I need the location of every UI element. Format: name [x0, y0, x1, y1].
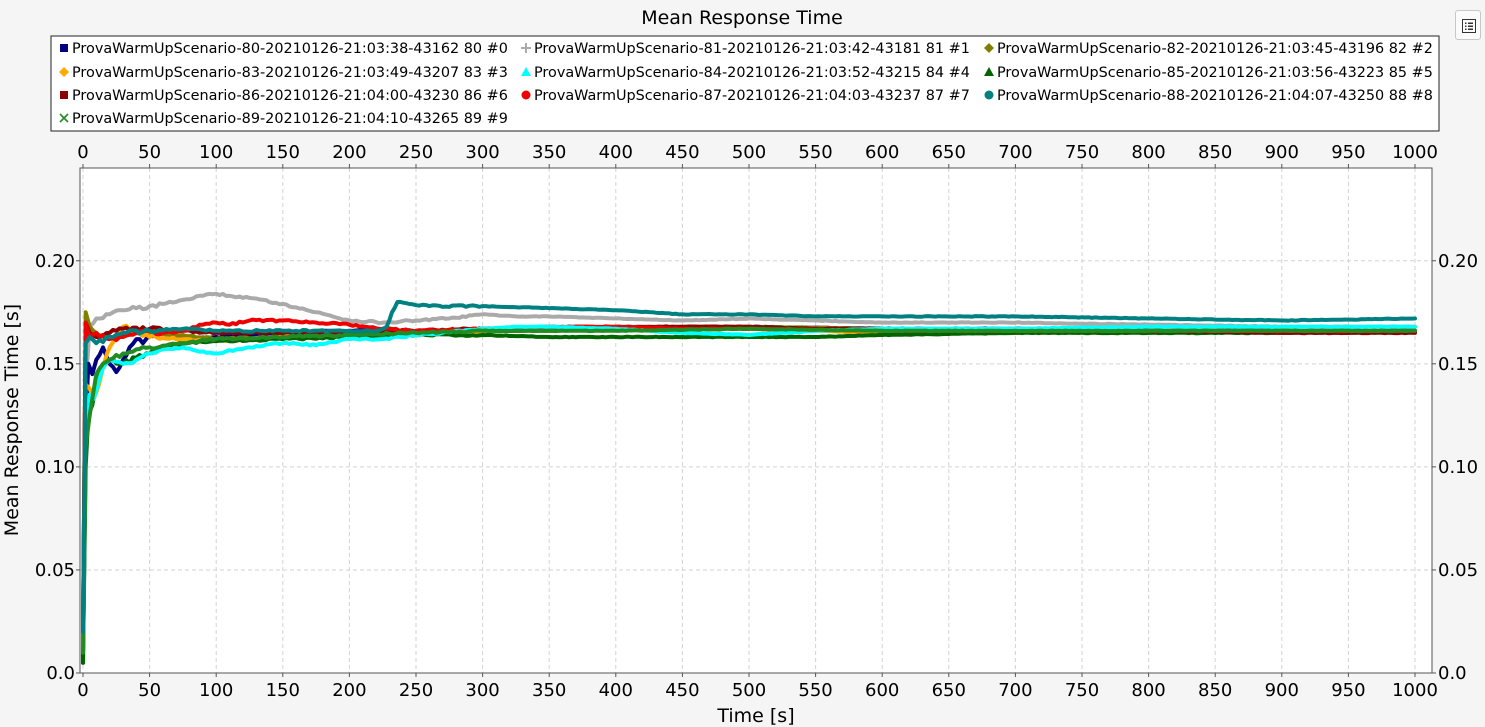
x-top-tick-label: 200	[332, 142, 366, 163]
list-icon	[1462, 19, 1476, 33]
legend-marker	[521, 90, 531, 100]
x-tick-label: 800	[1131, 680, 1165, 701]
x-top-tick-label: 1000	[1392, 142, 1438, 163]
legend-entry-label: ProvaWarmUpScenario-85-20210126-21:03:56…	[997, 65, 1433, 81]
y-tick-label: 0.05	[35, 560, 75, 581]
legend-box	[50, 35, 1440, 132]
x-tick-label: 300	[465, 680, 499, 701]
axes: 0 0 50 50 100 100 150 150 200 200 250 250 300 300 350 3…	[35, 142, 1478, 701]
x-top-tick-label: 800	[1131, 142, 1165, 163]
x-top-tick-label: 700	[998, 142, 1032, 163]
legend-entry-label: ProvaWarmUpScenario-84-20210126-21:03:52…	[534, 65, 970, 81]
y-tick-label: 0.15	[35, 354, 75, 375]
legend-entry-label: ProvaWarmUpScenario-89-20210126-21:04:10…	[72, 111, 508, 127]
x-tick-label: 550	[798, 680, 832, 701]
legend-entry-label: ProvaWarmUpScenario-87-20210126-21:04:03…	[534, 88, 970, 104]
series-lines	[81, 291, 1417, 665]
x-top-tick-label: 750	[1065, 142, 1099, 163]
x-tick-label: 750	[1065, 680, 1099, 701]
x-tick-label: 700	[998, 680, 1032, 701]
x-top-tick-label: 450	[665, 142, 699, 163]
series-line	[81, 299, 1417, 634]
legend-entry-label: ProvaWarmUpScenario-80-20210126-21:03:38…	[72, 41, 508, 57]
legend-marker	[521, 43, 531, 53]
legend-entry-label: ProvaWarmUpScenario-86-20210126-21:04:00…	[72, 88, 508, 104]
x-tick-label: 450	[665, 680, 699, 701]
legend-marker	[521, 67, 531, 76]
x-tick-label: 500	[732, 680, 766, 701]
y-tick-label: 0.20	[35, 251, 75, 272]
chart-legend: ProvaWarmUpScenario-80-20210126-21:03:38…	[50, 35, 1440, 132]
legend-marker	[984, 43, 994, 53]
x-top-tick-label: 300	[465, 142, 499, 163]
x-top-tick-label: 600	[865, 142, 899, 163]
y-right-tick-label: 0.10	[1438, 457, 1478, 478]
x-tick-label: 350	[532, 680, 566, 701]
chart-title: Mean Response Time	[641, 7, 843, 29]
legend-entry-label: ProvaWarmUpScenario-83-20210126-21:03:49…	[72, 65, 508, 81]
x-top-tick-label: 150	[266, 142, 300, 163]
y-tick-label: 0.0	[46, 663, 75, 684]
x-tick-label: 650	[932, 680, 966, 701]
x-top-tick-label: 950	[1331, 142, 1365, 163]
series-line	[81, 326, 1417, 655]
x-tick-label: 950	[1331, 680, 1365, 701]
y-right-tick-label: 0.0	[1438, 663, 1467, 684]
x-top-tick-label: 100	[199, 142, 233, 163]
x-top-tick-label: 50	[138, 142, 161, 163]
y-right-tick-label: 0.20	[1438, 251, 1478, 272]
legend-marker	[60, 91, 68, 99]
x-tick-label: 600	[865, 680, 899, 701]
legend-marker	[984, 90, 994, 100]
y-tick-label: 0.10	[35, 457, 75, 478]
x-top-tick-label: 500	[732, 142, 766, 163]
x-top-tick-label: 0	[77, 142, 88, 163]
legend-marker	[59, 67, 69, 77]
legend-entry-label: ProvaWarmUpScenario-82-20210126-21:03:45…	[997, 41, 1433, 57]
x-top-tick-label: 850	[1198, 142, 1232, 163]
x-tick-label: 1000	[1392, 680, 1438, 701]
x-tick-label: 100	[199, 680, 233, 701]
x-top-tick-label: 350	[532, 142, 566, 163]
plot-area	[80, 168, 1432, 673]
x-top-tick-label: 550	[798, 142, 832, 163]
legend-marker	[59, 113, 69, 123]
legend-marker	[60, 44, 68, 52]
x-tick-label: 150	[266, 680, 300, 701]
chart-menu-button[interactable]	[1455, 10, 1481, 40]
x-top-tick-label: 400	[599, 142, 633, 163]
x-tick-label: 0	[77, 680, 88, 701]
x-top-tick-label: 250	[399, 142, 433, 163]
y-right-tick-label: 0.15	[1438, 354, 1478, 375]
x-tick-label: 850	[1198, 680, 1232, 701]
x-tick-label: 50	[138, 680, 161, 701]
y-axis-label: Mean Response Time [s]	[1, 304, 23, 536]
x-axis-label: Time [s]	[716, 705, 794, 727]
x-tick-label: 900	[1265, 680, 1299, 701]
legend-entry-label: ProvaWarmUpScenario-88-20210126-21:04:07…	[997, 88, 1433, 104]
x-tick-label: 200	[332, 680, 366, 701]
y-right-tick-label: 0.05	[1438, 560, 1478, 581]
x-top-tick-label: 650	[932, 142, 966, 163]
x-tick-label: 400	[599, 680, 633, 701]
x-tick-label: 250	[399, 680, 433, 701]
x-top-tick-label: 900	[1265, 142, 1299, 163]
legend-entry-label: ProvaWarmUpScenario-81-20210126-21:03:42…	[534, 41, 970, 57]
series-line	[81, 324, 1417, 655]
plot-frame	[79, 167, 1433, 674]
legend-marker	[984, 67, 994, 76]
